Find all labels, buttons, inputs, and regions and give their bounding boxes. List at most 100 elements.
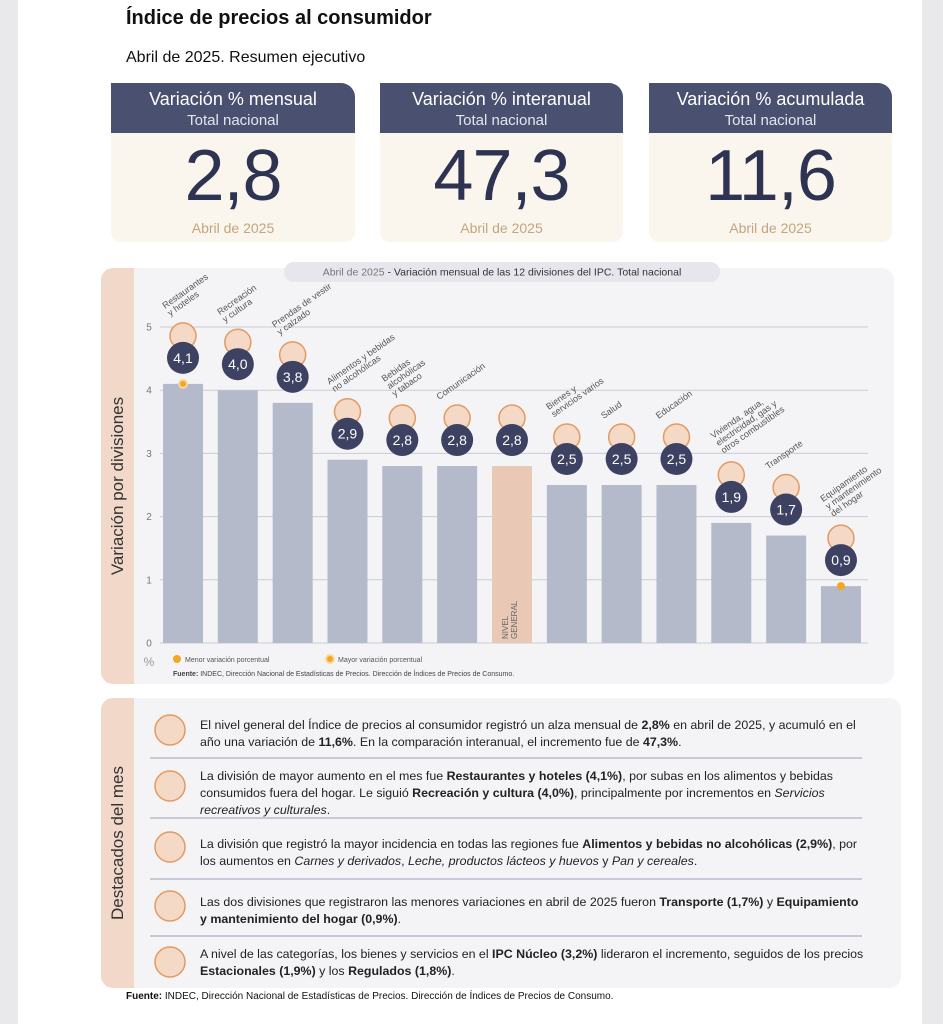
value-badge [715, 480, 748, 513]
text: Fuente: [173, 671, 198, 678]
text-line: GENERAL [510, 600, 519, 639]
highlight-icons [154, 714, 186, 978]
y-tick-label: 4 [146, 386, 152, 397]
bar [601, 485, 642, 643]
value-badge [550, 443, 583, 475]
category-label: Vivienda, agua,electricidad, gas yotros … [709, 389, 787, 455]
card-subtitle: Total nacional [724, 112, 817, 129]
category-label: Transporte [764, 438, 805, 471]
value-label: 2,5 [612, 451, 632, 467]
text: A nivel de las categorías, los bienes y … [200, 947, 493, 961]
value-badge [221, 348, 254, 381]
value-label: 2,5 [557, 451, 577, 467]
highlight-text: El nivel general del Índice de precios a… [200, 717, 864, 751]
category-label: Prendas de vestiry calzado [270, 281, 338, 337]
text: 2,8% [641, 718, 670, 732]
text: . [326, 803, 331, 817]
value-badge [331, 417, 364, 450]
max-marker [178, 378, 188, 389]
text: . [678, 735, 682, 749]
text: , [401, 854, 409, 868]
value-label: 2,9 [338, 426, 358, 442]
y-axis-label: Variación por divisiones [108, 397, 127, 575]
text: , principalmente por incrementos en [574, 786, 775, 800]
card-date: Abril de 2025 [460, 220, 543, 236]
bar [711, 522, 752, 643]
bar [272, 402, 313, 643]
text: . En la comparación interanual, el incre… [352, 735, 643, 749]
text: Equipamiento y mantenimiento del hogar (… [200, 895, 859, 926]
category-label: Bebidasalcohólicasy tabaco [380, 350, 433, 399]
highlights-panel [101, 698, 901, 988]
value-label: 1,7 [776, 502, 796, 518]
text: Leche, productos lácteos y huevos [408, 854, 599, 868]
bar [766, 535, 807, 643]
bar [491, 466, 532, 643]
footer: Fuente: INDEC, Dirección Nacional de Est… [126, 991, 613, 1002]
bar [546, 485, 587, 643]
text: lideraron el incremento, seguidos de los… [597, 947, 864, 961]
legend-label: Mayor variación porcentual [338, 657, 422, 664]
value-label: 2,8 [447, 432, 467, 448]
highlights-title: Destacados del mes [108, 766, 127, 920]
text: 11,6% [318, 735, 353, 749]
highlight-text: A nivel de las categorías, los bienes y … [200, 946, 864, 980]
separators [150, 757, 862, 937]
card-date: Abril de 2025 [729, 220, 812, 236]
chart-title: Abril de 2025 - Variación mensual de las… [323, 267, 682, 279]
text: . [451, 964, 455, 978]
text: - Variación mensual de las 12 divisiones… [385, 267, 682, 279]
highlight-text: La división que registró la mayor incide… [200, 836, 864, 870]
card-body: 11,6 Abril de 2025 [649, 133, 892, 242]
text-line: Salud [599, 399, 624, 420]
category-label: Bienes yservicios varios [544, 368, 606, 419]
y-tick-label: 2 [146, 512, 152, 523]
text-line: Transporte [764, 438, 805, 471]
text: Estacionales (1,9%) [200, 964, 316, 978]
icon [154, 714, 186, 746]
value-badge [660, 443, 693, 475]
legend-label: Menor variación porcentual [185, 657, 270, 664]
bar [382, 466, 423, 643]
value-badge [605, 443, 638, 475]
legend-marker [325, 654, 335, 664]
value-badge [495, 424, 528, 457]
page-title: Índice de precios al consumidor [126, 7, 432, 29]
text: en abril de 2025, y acumuló en el año un… [200, 718, 856, 749]
text: Fuente: [126, 991, 163, 1002]
text: , por subas en los alimentos y bebidas c… [200, 769, 833, 800]
category-label: Salud [599, 399, 624, 420]
card-subtitle: Total nacional [455, 112, 548, 129]
legend-marker [173, 655, 181, 663]
value-label: 0,9 [831, 552, 851, 568]
text: La división de mayor aumento en el mes f… [200, 769, 447, 783]
icon [154, 831, 186, 863]
icon [154, 770, 186, 802]
icon [154, 946, 186, 978]
y-unit: % [144, 655, 155, 669]
bar [217, 390, 258, 643]
category-label: Recreacióny cultura [215, 283, 263, 325]
card-value: 11,6 [705, 136, 837, 216]
text: . [693, 854, 698, 868]
card-title: Variación % interanual [412, 89, 591, 109]
card-header: Variación % interanual Total nacional [380, 83, 623, 133]
card-body: 2,8 Abril de 2025 [111, 133, 355, 242]
value-label: 2,8 [393, 432, 413, 448]
card-value: 47,3 [433, 136, 570, 216]
bar [820, 586, 861, 643]
category-label: Restaurantesy hoteles [160, 271, 215, 318]
text: y [763, 895, 777, 909]
value-badge [386, 424, 419, 457]
text: La división que registró la mayor incide… [200, 837, 583, 851]
value-badge [167, 341, 199, 374]
chart-title-pill [284, 262, 720, 282]
text-line: Comunicación [435, 361, 487, 402]
text: Transporte (1,7%) [659, 895, 764, 909]
value-badge [824, 544, 857, 577]
text: . [397, 912, 402, 926]
text: y los [315, 964, 349, 978]
value-label: 2,5 [667, 451, 687, 467]
